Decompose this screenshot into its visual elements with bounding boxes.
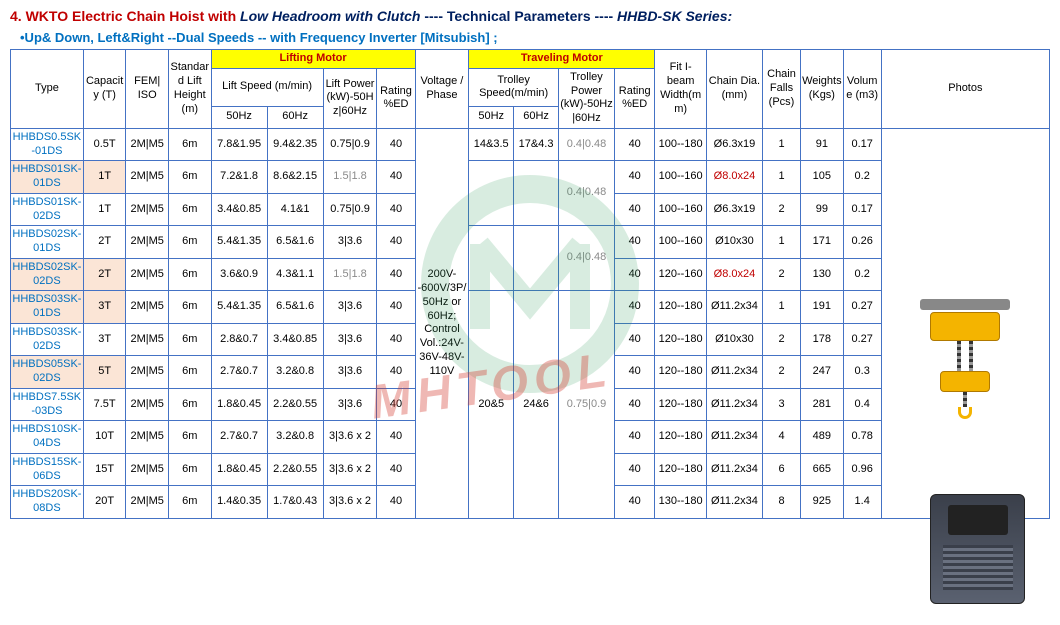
hdr-capacity: Capacity (T) [83,50,126,129]
cell-chain: Ø6.3x19 [706,193,762,226]
cell-chain: Ø6.3x19 [706,128,762,161]
hoist-photo [905,299,1025,419]
cell-type: HHBDS01SK-01DS [11,161,84,194]
page-title: 4. WKTO Electric Chain Hoist with Low He… [10,8,1050,24]
title-sub: Low Headroom with Clutch [240,8,420,24]
hdr-weight: Weights(Kgs) [801,50,844,129]
hdr-height: Standard Lift Height (m) [169,50,212,129]
hdr-ls-60hz: 60Hz [267,106,323,128]
cell-type: HHBDS01SK-02DS [11,193,84,226]
spec-table: Type Capacity (T) FEM| ISO Standard Lift… [10,49,1050,519]
cell-chain: Ø11.2x34 [706,356,762,389]
hdr-falls: Chain Falls (Pcs) [762,50,800,129]
cell-chain: Ø11.2x34 [706,388,762,421]
cell-type: HHBDS03SK-02DS [11,323,84,356]
hdr-rating2: Rating %ED [615,68,655,128]
title-dash: ---- Technical Parameters ---- [424,8,617,24]
subtitle: •Up& Down, Left&Right --Dual Speeds -- w… [20,30,1050,45]
cell-type: HHBDS15SK-06DS [11,453,84,486]
cell-chain: Ø11.2x34 [706,291,762,324]
inverter-photo [930,494,1025,604]
hdr-lifting-motor: Lifting Motor [211,50,415,69]
cell-type: HHBDS7.5SK-03DS [11,388,84,421]
cell-type: HHBDS02SK-01DS [11,226,84,259]
cell-chain: Ø11.2x34 [706,453,762,486]
hdr-rating1: Rating %ED [377,68,415,128]
cell-type: HHBDS0.5SK-01DS [11,128,84,161]
title-main: WKTO Electric Chain Hoist with [26,8,237,24]
cell-type: HHBDS02SK-02DS [11,258,84,291]
cell-chain: Ø10x30 [706,323,762,356]
cell-chain: Ø8.0x24 [706,161,762,194]
cell-chain: Ø10x30 [706,226,762,259]
hdr-fem: FEM| ISO [126,50,169,129]
hdr-type: Type [11,50,84,129]
hdr-trolley-speed: Trolley Speed(m/min) [469,68,559,106]
hdr-ts-60hz: 60Hz [514,106,559,128]
cell-chain: Ø11.2x34 [706,486,762,519]
cell-type: HHBDS20SK-08DS [11,486,84,519]
cell-type: HHBDS05SK-02DS [11,356,84,389]
hdr-voltage: Voltage / Phase [415,50,469,129]
cell-type: HHBDS03SK-01DS [11,291,84,324]
hdr-lift-power: Lift Power (kW)-50Hz|60Hz [323,68,377,128]
hdr-beam: Fit I-beam Width(mm) [655,50,707,129]
hdr-ls-50hz: 50Hz [211,106,267,128]
hdr-trolley-power: Trolley Power (kW)-50Hz|60Hz [558,68,614,128]
title-num: 4. [10,8,22,24]
title-series: HHBD-SK Series: [617,8,732,24]
hdr-traveling-motor: Traveling Motor [469,50,655,69]
hdr-photos: Photos [881,50,1049,129]
hdr-volume: Volume (m3) [843,50,881,129]
hdr-lift-speed: Lift Speed (m/min) [211,68,323,106]
table-row: HHBDS0.5SK-01DS0.5T2M|M56m7.8&1.959.4&2.… [11,128,1050,161]
cell-type: HHBDS10SK-04DS [11,421,84,454]
hdr-ts-50hz: 50Hz [469,106,514,128]
cell-voltage: 200V--600V/3P/50Hz or 60Hz; Control Vol.… [415,128,469,518]
cell-chain: Ø11.2x34 [706,421,762,454]
hdr-chain: Chain Dia.(mm) [706,50,762,129]
cell-chain: Ø8.0x24 [706,258,762,291]
